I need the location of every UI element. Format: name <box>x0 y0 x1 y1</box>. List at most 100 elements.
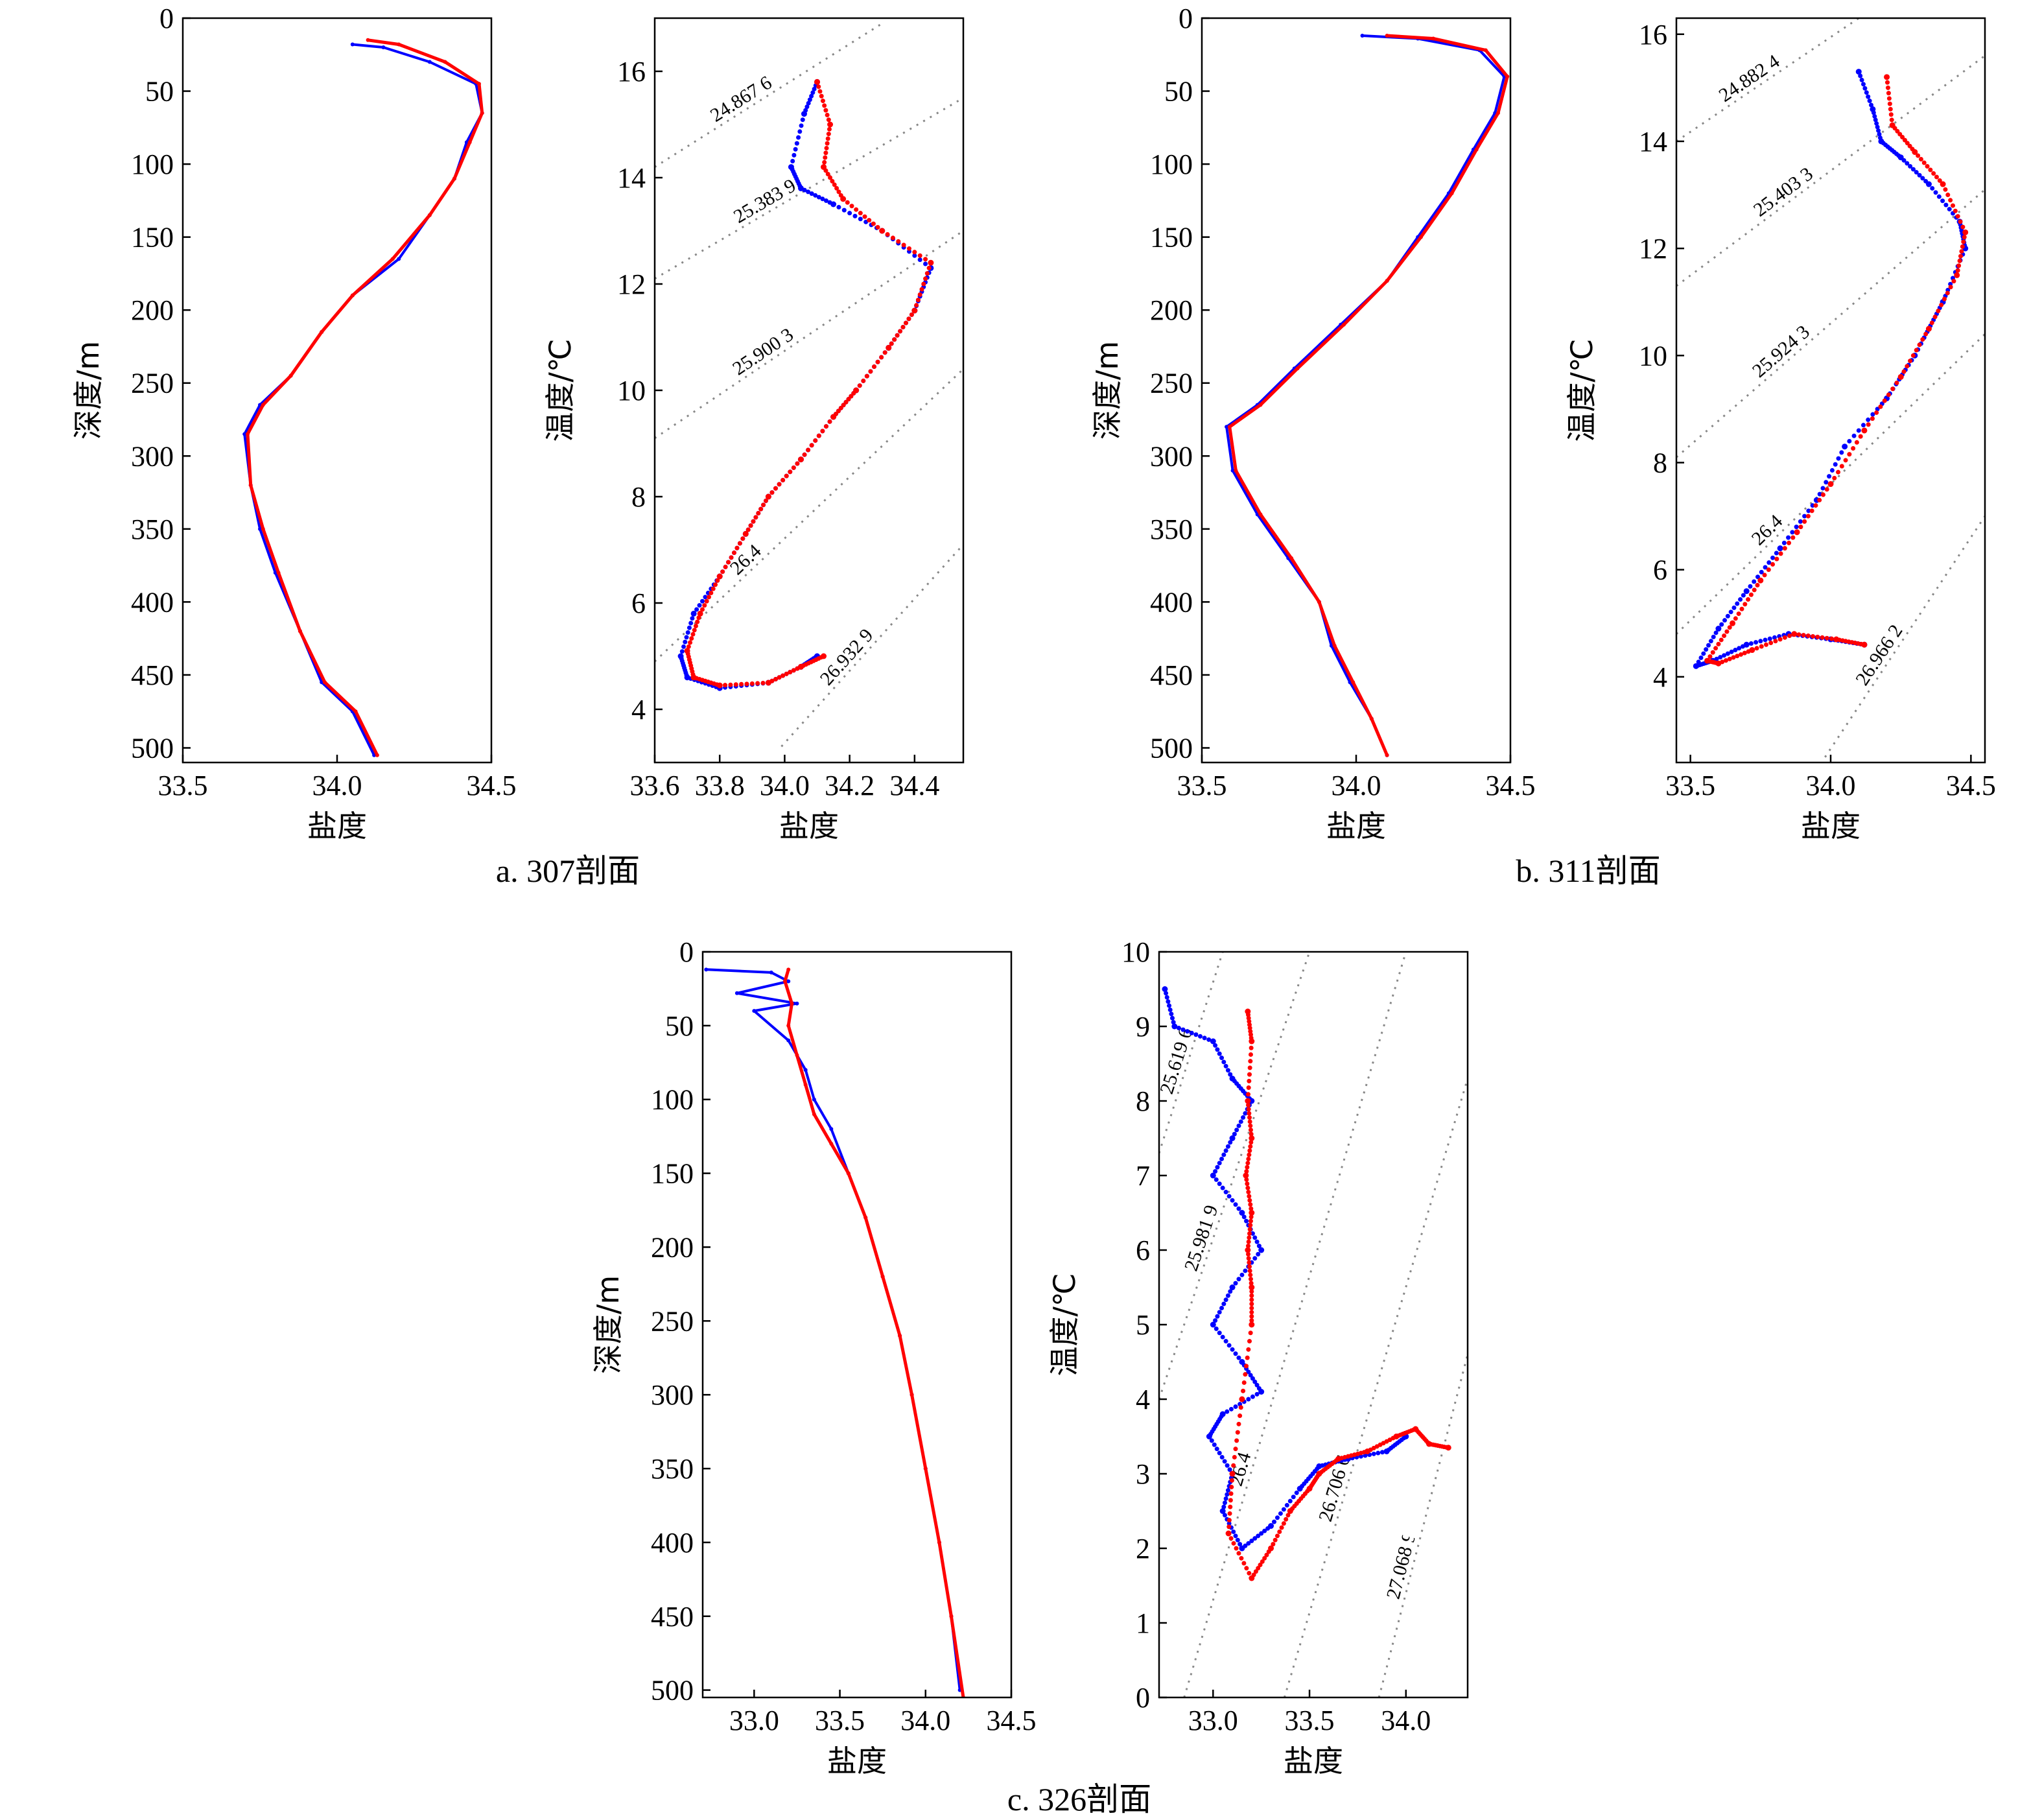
trace-dot <box>1918 156 1923 161</box>
isopycnal-label: 24.867 6 <box>707 72 775 126</box>
trace-dot <box>1809 508 1814 514</box>
data-point <box>1329 643 1333 648</box>
trace-dot <box>699 607 705 612</box>
trace-dot <box>1264 1552 1269 1557</box>
trace-dot <box>1277 1529 1282 1534</box>
trace-dot <box>871 221 876 226</box>
trace-dot <box>1958 254 1963 259</box>
trace-dot <box>1706 643 1711 648</box>
trace-dot <box>696 615 701 620</box>
trace-dot <box>1233 1351 1238 1356</box>
trace-dot <box>1920 176 1925 181</box>
trace-dot <box>1254 1239 1260 1244</box>
trace-dot <box>1225 1293 1230 1298</box>
trace-dot <box>1813 503 1818 508</box>
y-tick-label: 300 <box>1150 440 1193 472</box>
y-tick-label: 8 <box>1653 447 1667 479</box>
trace-dot <box>852 213 858 219</box>
trace-dot <box>1223 1339 1228 1344</box>
y-tick-label: 250 <box>131 368 174 399</box>
trace-dot <box>1905 161 1910 166</box>
data-point <box>803 1068 808 1072</box>
trace-dot <box>1231 1529 1236 1534</box>
trace-dot <box>1241 1214 1247 1220</box>
trace-dot <box>1947 207 1952 212</box>
trace-dot <box>903 320 908 325</box>
trace-dot <box>791 668 796 673</box>
y-axis-label: 深度/m <box>591 1275 626 1374</box>
trace-dot <box>1248 1144 1253 1149</box>
data-point <box>1730 620 1736 626</box>
isopycnal-line <box>655 368 963 663</box>
trace-dot <box>1232 1454 1237 1460</box>
data-point <box>795 1001 799 1006</box>
trace-dot <box>895 333 900 338</box>
trace-dot <box>1839 450 1844 455</box>
data-point <box>1268 1523 1274 1529</box>
y-tick-label: 16 <box>617 56 646 88</box>
data-point <box>366 38 370 42</box>
trace-dot <box>1226 1518 1232 1523</box>
trace-dot <box>810 90 816 95</box>
trace-dot <box>1254 1382 1260 1388</box>
trace-dot <box>780 673 786 678</box>
y-tick-label: 10 <box>617 375 646 407</box>
trace-dot <box>773 486 779 491</box>
isopycnal-line <box>1183 952 1407 1697</box>
series-blue <box>1693 69 1969 669</box>
x-axis-label: 盐度 <box>779 809 839 844</box>
trace-dot <box>847 211 852 216</box>
x-tick-label: 33.8 <box>695 770 745 801</box>
trace-dot <box>720 569 725 574</box>
trace-dot <box>1786 535 1791 540</box>
trace-dot <box>846 397 851 402</box>
trace-dot <box>799 123 804 128</box>
trace-dot <box>1180 1027 1186 1032</box>
trace-dot <box>1723 658 1728 663</box>
data-point <box>830 201 837 207</box>
x-tick-label: 33.5 <box>1177 770 1227 801</box>
trace-dot <box>1708 639 1713 644</box>
data-point <box>1229 1471 1236 1477</box>
trace-dot <box>748 523 753 528</box>
data-point <box>782 979 787 984</box>
trace-dot <box>1866 94 1871 99</box>
trace-dot <box>1214 1447 1219 1452</box>
trace-dot <box>1222 1500 1227 1506</box>
y-tick-label: 200 <box>651 1231 694 1263</box>
trace-dot <box>709 591 714 596</box>
trace-dot <box>1928 167 1933 172</box>
isopycnal-label: 25.981 9 <box>1180 1202 1223 1273</box>
trace-dot <box>1711 634 1716 639</box>
trace-dot <box>1862 86 1868 91</box>
trace-dot <box>812 86 817 91</box>
trace-dot <box>1221 1059 1226 1065</box>
isopycnal-line <box>1283 1078 1468 1697</box>
y-tick-label: 4 <box>1136 1384 1150 1415</box>
trace-dot <box>1250 1231 1255 1236</box>
trace-dot <box>1248 1059 1253 1064</box>
data-point <box>476 82 481 86</box>
y-tick-label: 5 <box>1136 1309 1150 1341</box>
trace-dot <box>1247 1264 1252 1270</box>
trace-dot <box>915 298 921 303</box>
trace-dot <box>1731 655 1736 660</box>
trace-dot <box>1222 1459 1227 1464</box>
trace-dot <box>1790 535 1796 540</box>
trace-dot <box>1221 1301 1226 1306</box>
trace-dot <box>1287 1498 1293 1504</box>
y-tick-label: 350 <box>131 514 174 545</box>
trace-dot <box>1246 1251 1251 1257</box>
trace-dot <box>1221 1152 1226 1157</box>
data-point <box>879 228 886 234</box>
trace-dot <box>868 369 873 374</box>
trace-dot <box>1246 1369 1251 1375</box>
trace-dot <box>832 182 837 187</box>
trace-dot <box>871 364 876 370</box>
trace-dot <box>1956 263 1962 268</box>
trace-dot <box>823 168 828 173</box>
trace-dot <box>1701 651 1706 656</box>
series-line <box>1228 34 1509 756</box>
y-tick-label: 7 <box>1136 1160 1150 1192</box>
x-axis-label: 盐度 <box>1801 809 1860 844</box>
